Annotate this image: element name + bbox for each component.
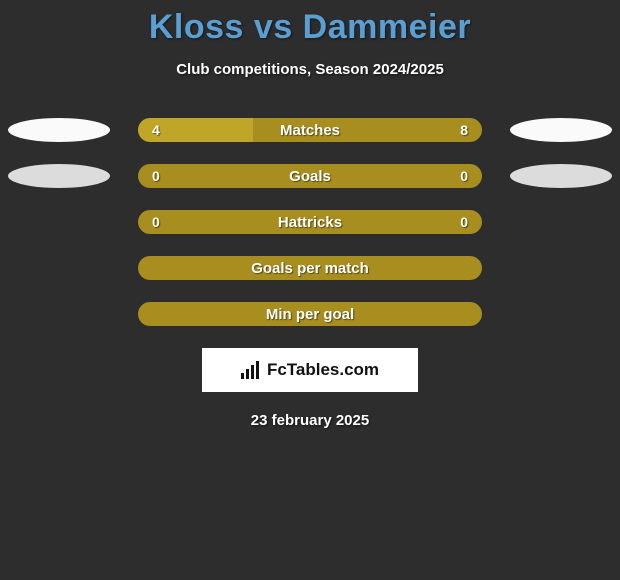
stat-label: Hattricks (138, 214, 482, 231)
player-right-ellipse (510, 256, 612, 280)
player-left-ellipse (8, 302, 110, 326)
player-right-ellipse (510, 164, 612, 188)
stats-rows: 48Matches 00Goals 00Hattricks Goals per mat… (0, 118, 620, 326)
subtitle: Club competitions, Season 2024/2025 (0, 61, 620, 78)
player-left-ellipse (8, 210, 110, 234)
bars-icon (241, 361, 263, 379)
logo-box[interactable]: FcTables.com (202, 348, 418, 392)
stat-bar: Goals per match (138, 256, 482, 280)
date-label: 23 february 2025 (0, 412, 620, 429)
stat-label: Min per goal (138, 306, 482, 323)
stat-label: Matches (138, 122, 482, 139)
stat-bar: Min per goal (138, 302, 482, 326)
logo-text: FcTables.com (267, 360, 379, 380)
player-right-ellipse (510, 210, 612, 234)
player-left-ellipse (8, 164, 110, 188)
stat-bar: 00Goals (138, 164, 482, 188)
stat-row: 00Goals (0, 164, 620, 188)
stat-bar: 48Matches (138, 118, 482, 142)
stat-label: Goals per match (138, 260, 482, 277)
stat-row: Min per goal (0, 302, 620, 326)
player-right-ellipse (510, 302, 612, 326)
stat-bar: 00Hattricks (138, 210, 482, 234)
player-left-ellipse (8, 256, 110, 280)
stat-label: Goals (138, 168, 482, 185)
page-title: Kloss vs Dammeier (0, 0, 620, 47)
stat-row: 00Hattricks (0, 210, 620, 234)
player-left-ellipse (8, 118, 110, 142)
stat-row: 48Matches (0, 118, 620, 142)
player-right-ellipse (510, 118, 612, 142)
stat-row: Goals per match (0, 256, 620, 280)
